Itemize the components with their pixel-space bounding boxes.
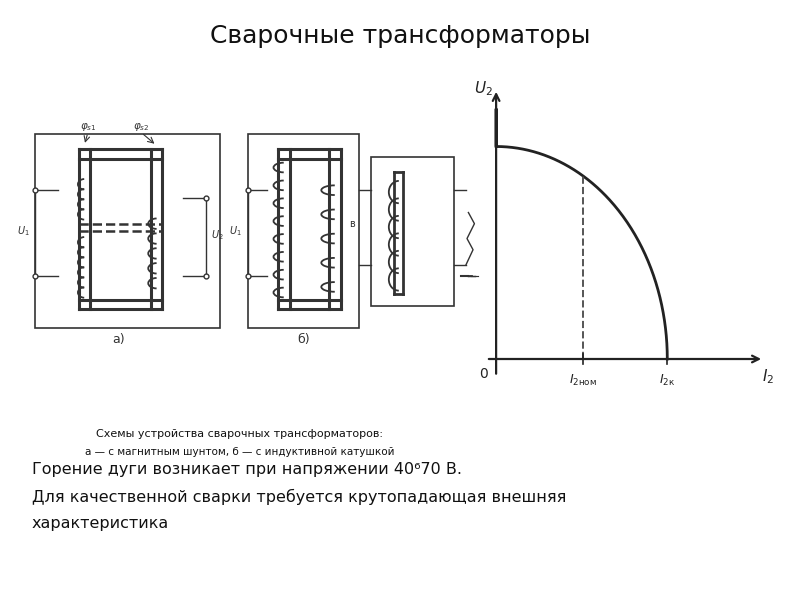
Bar <box>371 157 454 305</box>
Text: 0: 0 <box>478 367 487 381</box>
Bar <box>248 134 359 328</box>
Text: а — с магнитным шунтом, б — с индуктивной катушкой: а — с магнитным шунтом, б — с индуктивно… <box>86 447 394 457</box>
Text: Горение дуги возникает при напряжении 40⁶70 В.: Горение дуги возникает при напряжении 40… <box>32 462 462 477</box>
Text: $U_1$: $U_1$ <box>229 224 242 238</box>
Text: б): б) <box>298 333 310 346</box>
Text: $U_2$: $U_2$ <box>211 228 224 242</box>
Text: $I_2$: $I_2$ <box>762 367 774 386</box>
Text: $\varphi_{s2}$: $\varphi_{s2}$ <box>133 121 150 133</box>
Text: $I_{2\mathrm{ном}}$: $I_{2\mathrm{ном}}$ <box>569 373 597 388</box>
Text: Схемы устройства сварочных трансформаторов:: Схемы устройства сварочных трансформатор… <box>97 429 383 439</box>
Text: а): а) <box>112 333 124 346</box>
Text: Сварочные трансформаторы: Сварочные трансформаторы <box>210 24 590 48</box>
Text: в: в <box>350 220 355 229</box>
Text: характеристика: характеристика <box>32 516 170 531</box>
Text: $I_{2\mathrm{к}}$: $I_{2\mathrm{к}}$ <box>659 373 675 388</box>
Text: Для качественной сварки требуется крутопадающая внешняя: Для качественной сварки требуется крутоп… <box>32 489 566 505</box>
Text: $\varphi_{s1}$: $\varphi_{s1}$ <box>80 121 96 133</box>
Text: $U_2$: $U_2$ <box>474 80 493 98</box>
Bar <box>34 134 220 328</box>
Text: $U_1$: $U_1$ <box>17 224 30 238</box>
